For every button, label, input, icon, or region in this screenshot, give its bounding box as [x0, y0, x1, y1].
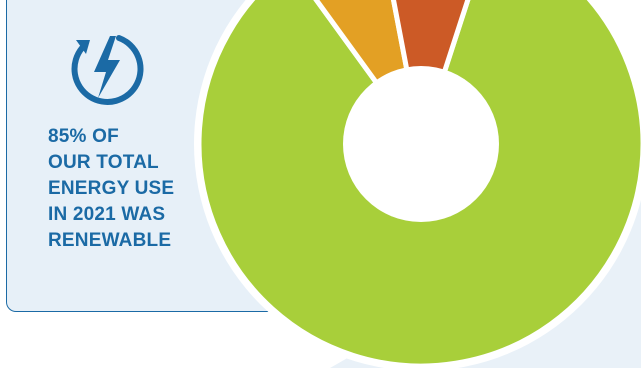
- headline-line-5: RENEWABLE: [48, 230, 172, 251]
- donut-hole: [343, 66, 499, 222]
- headline-line-3: ENERGY USE: [48, 178, 175, 199]
- lightning-bolt-icon: [71, 35, 144, 105]
- headline: 85% OF OUR TOTAL ENERGY USE IN 2021 WAS …: [48, 124, 228, 254]
- headline-line-1: 85% OF: [48, 126, 119, 147]
- headline-line-2: OUR TOTAL: [48, 152, 159, 173]
- headline-line-4: IN 2021 WAS: [48, 204, 166, 225]
